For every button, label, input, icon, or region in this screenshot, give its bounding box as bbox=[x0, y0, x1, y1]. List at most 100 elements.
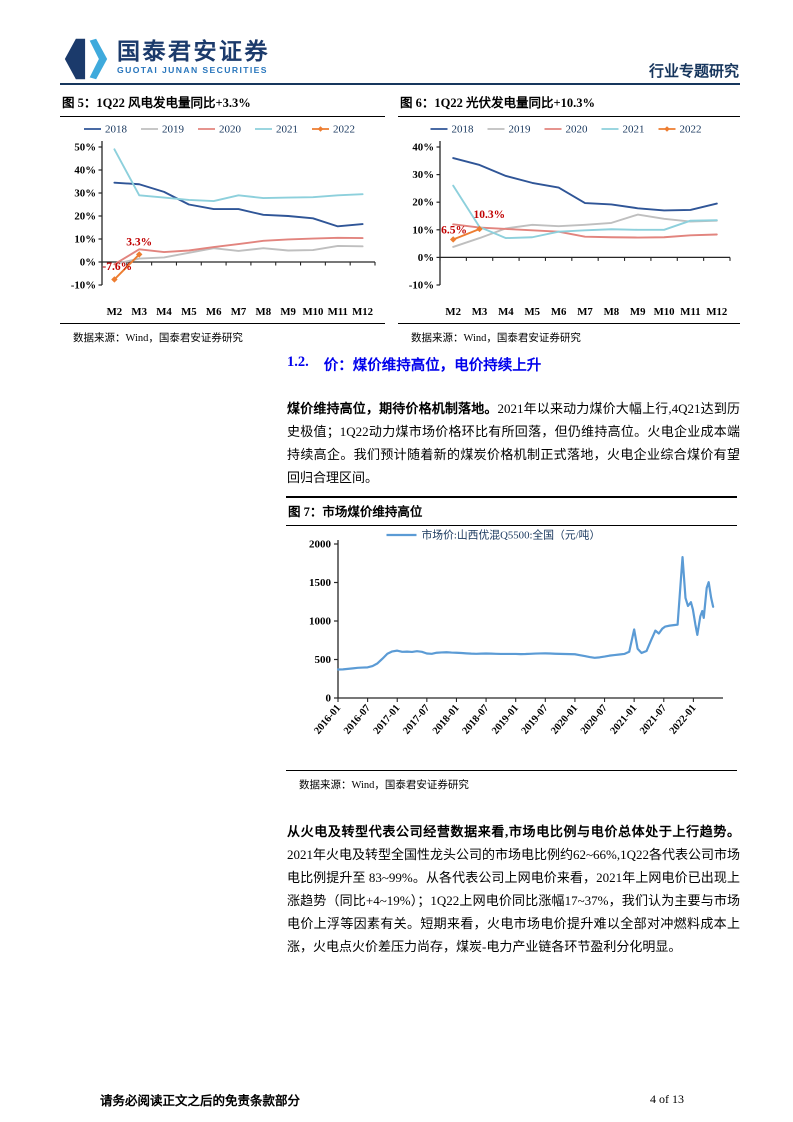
svg-text:40%: 40% bbox=[74, 165, 96, 177]
company-name: 国泰君安证券 GUOTAI JUNAN SECURITIES bbox=[117, 37, 270, 75]
body-paragraph-coal-price: 煤价维持高位，期待价格机制落地。2021年以来动力煤价大幅上行,4Q21达到历史… bbox=[287, 397, 740, 489]
figure-row: 图 5：1Q22 风电发电量同比+3.3% 2018 2019 2020 2021 20… bbox=[60, 89, 740, 345]
svg-text:2021-07: 2021-07 bbox=[638, 703, 669, 737]
svg-text:50%: 50% bbox=[74, 142, 96, 154]
guotai-junan-logo-icon bbox=[64, 38, 108, 80]
svg-text:M4: M4 bbox=[498, 306, 514, 318]
svg-text:500: 500 bbox=[315, 654, 332, 666]
svg-text:2017-01: 2017-01 bbox=[372, 703, 403, 737]
svg-text:M4: M4 bbox=[156, 306, 172, 318]
svg-text:2020-01: 2020-01 bbox=[549, 703, 580, 737]
svg-text:1000: 1000 bbox=[309, 616, 332, 628]
svg-text:2018-07: 2018-07 bbox=[460, 703, 491, 737]
paragraph-body: 2021年火电及转型全国性龙头公司的市场电比例约62~66%,1Q22各代表公司… bbox=[287, 847, 741, 954]
svg-text:M8: M8 bbox=[604, 306, 620, 318]
svg-text:2019: 2019 bbox=[162, 124, 185, 136]
figure-6-source: 数据来源：Wind，国泰君安证券研究 bbox=[398, 323, 740, 345]
svg-text:M12: M12 bbox=[706, 306, 727, 318]
figure-7-source: 数据来源：Wind，国泰君安证券研究 bbox=[286, 770, 737, 792]
figure-7-title: 图 7：市场煤价维持高位 bbox=[286, 496, 737, 526]
svg-text:M2: M2 bbox=[107, 306, 123, 318]
figure-7-coal-price: 图 7：市场煤价维持高位 市场价:山西优混Q5500:全国（元/吨） 0 500 10… bbox=[286, 496, 737, 792]
svg-text:1500: 1500 bbox=[309, 577, 332, 589]
svg-text:M9: M9 bbox=[630, 306, 646, 318]
paragraph-body: 2021年以来动力煤价大幅上行,4Q21达到历史极值；1Q22动力煤市场价格环比… bbox=[287, 401, 740, 485]
svg-text:6.5%: 6.5% bbox=[441, 224, 467, 236]
svg-text:2020: 2020 bbox=[219, 124, 242, 136]
figure-6-solar-generation: 图 6：1Q22 光伏发电量同比+10.3% 2018 2019 2020 2021 2… bbox=[398, 89, 740, 345]
company-name-en: GUOTAI JUNAN SECURITIES bbox=[117, 65, 268, 75]
svg-text:2020-07: 2020-07 bbox=[579, 703, 610, 737]
svg-text:M8: M8 bbox=[256, 306, 272, 318]
svg-text:40%: 40% bbox=[412, 142, 434, 154]
report-type-label: 行业专题研究 bbox=[648, 64, 739, 80]
svg-text:-10%: -10% bbox=[409, 280, 434, 292]
svg-text:M3: M3 bbox=[131, 306, 147, 318]
svg-text:M11: M11 bbox=[328, 306, 348, 318]
svg-text:2017-07: 2017-07 bbox=[401, 703, 432, 737]
svg-text:-7.6%: -7.6% bbox=[102, 261, 132, 273]
svg-text:20%: 20% bbox=[74, 211, 96, 223]
solar-generation-yoy-chart: 2018 2019 2020 2021 2022 -10% 0% 10% 20% 30% 40% M2… bbox=[398, 117, 740, 323]
svg-text:2019-07: 2019-07 bbox=[520, 703, 551, 737]
svg-text:M9: M9 bbox=[280, 306, 296, 318]
svg-text:2020: 2020 bbox=[566, 124, 589, 136]
svg-text:M12: M12 bbox=[352, 306, 373, 318]
svg-text:2016-01: 2016-01 bbox=[312, 703, 343, 737]
page-number: 4 of 13 bbox=[650, 1092, 684, 1106]
body-paragraph-market-power: 从火电及转型代表公司经营数据来看,市场电比例与电价总体处于上行趋势。 2021年火… bbox=[287, 820, 740, 958]
svg-text:2022: 2022 bbox=[680, 124, 702, 136]
svg-text:M6: M6 bbox=[206, 306, 222, 318]
company-name-cn: 国泰君安证券 bbox=[117, 38, 270, 64]
figure-5-title: 图 5：1Q22 风电发电量同比+3.3% bbox=[60, 89, 385, 117]
svg-text:M5: M5 bbox=[524, 306, 540, 318]
figure-5-source: 数据来源：Wind，国泰君安证券研究 bbox=[60, 323, 385, 345]
svg-text:-10%: -10% bbox=[71, 280, 96, 292]
paragraph-lead: 煤价维持高位，期待价格机制落地。 bbox=[287, 401, 498, 416]
svg-text:3.3%: 3.3% bbox=[126, 236, 152, 248]
footer-disclaimer: 请务必阅读正文之后的免责条款部分 bbox=[100, 1094, 301, 1108]
coal-price-chart: 市场价:山西优混Q5500:全国（元/吨） 0 500 1000 1500 2000 201… bbox=[286, 526, 737, 770]
svg-text:2022: 2022 bbox=[333, 124, 355, 136]
svg-text:2018-01: 2018-01 bbox=[431, 703, 462, 737]
svg-text:2016-07: 2016-07 bbox=[342, 703, 373, 737]
svg-text:M10: M10 bbox=[654, 306, 675, 318]
svg-text:20%: 20% bbox=[412, 197, 434, 209]
wind-generation-yoy-chart: 2018 2019 2020 2021 2022 -10% 0% 10% 20% 30% 40% 50… bbox=[60, 117, 385, 323]
svg-text:2019: 2019 bbox=[509, 124, 532, 136]
section-heading: 1.2. 价：煤价维持高位，电价持续上升 bbox=[287, 354, 541, 375]
svg-text:2019-01: 2019-01 bbox=[490, 703, 521, 737]
svg-text:0%: 0% bbox=[418, 252, 434, 264]
paragraph-lead: 从火电及转型代表公司经营数据来看,市场电比例与电价总体处于上行趋势。 bbox=[287, 824, 740, 839]
svg-text:M7: M7 bbox=[231, 306, 247, 318]
svg-text:M5: M5 bbox=[181, 306, 197, 318]
svg-text:10.3%: 10.3% bbox=[474, 209, 506, 221]
figure-6-title: 图 6：1Q22 光伏发电量同比+10.3% bbox=[398, 89, 740, 117]
svg-text:30%: 30% bbox=[74, 188, 96, 200]
svg-text:2021: 2021 bbox=[276, 124, 298, 136]
svg-text:M7: M7 bbox=[577, 306, 593, 318]
svg-text:市场价:山西优混Q5500:全国（元/吨）: 市场价:山西优混Q5500:全国（元/吨） bbox=[422, 528, 601, 542]
svg-text:0: 0 bbox=[326, 693, 332, 705]
svg-text:30%: 30% bbox=[412, 169, 434, 181]
svg-text:2021-01: 2021-01 bbox=[609, 703, 640, 737]
svg-text:M6: M6 bbox=[551, 306, 567, 318]
svg-text:2022-01: 2022-01 bbox=[668, 703, 699, 737]
company-logo: 国泰君安证券 GUOTAI JUNAN SECURITIES bbox=[63, 37, 270, 81]
svg-text:2018: 2018 bbox=[105, 124, 128, 136]
svg-text:M3: M3 bbox=[472, 306, 488, 318]
svg-text:10%: 10% bbox=[412, 224, 434, 236]
svg-text:0%: 0% bbox=[80, 257, 96, 269]
svg-text:M2: M2 bbox=[445, 306, 461, 318]
section-number: 1.2. bbox=[287, 354, 309, 370]
svg-text:2018: 2018 bbox=[452, 124, 475, 136]
svg-text:M11: M11 bbox=[680, 306, 700, 318]
svg-text:2021: 2021 bbox=[623, 124, 645, 136]
header-divider bbox=[60, 83, 740, 85]
section-title: 价：煤价维持高位，电价持续上升 bbox=[323, 358, 542, 374]
svg-text:10%: 10% bbox=[74, 234, 96, 246]
svg-text:M10: M10 bbox=[302, 306, 323, 318]
figure-5-wind-generation: 图 5：1Q22 风电发电量同比+3.3% 2018 2019 2020 2021 20… bbox=[60, 89, 385, 345]
svg-text:2000: 2000 bbox=[309, 539, 332, 551]
